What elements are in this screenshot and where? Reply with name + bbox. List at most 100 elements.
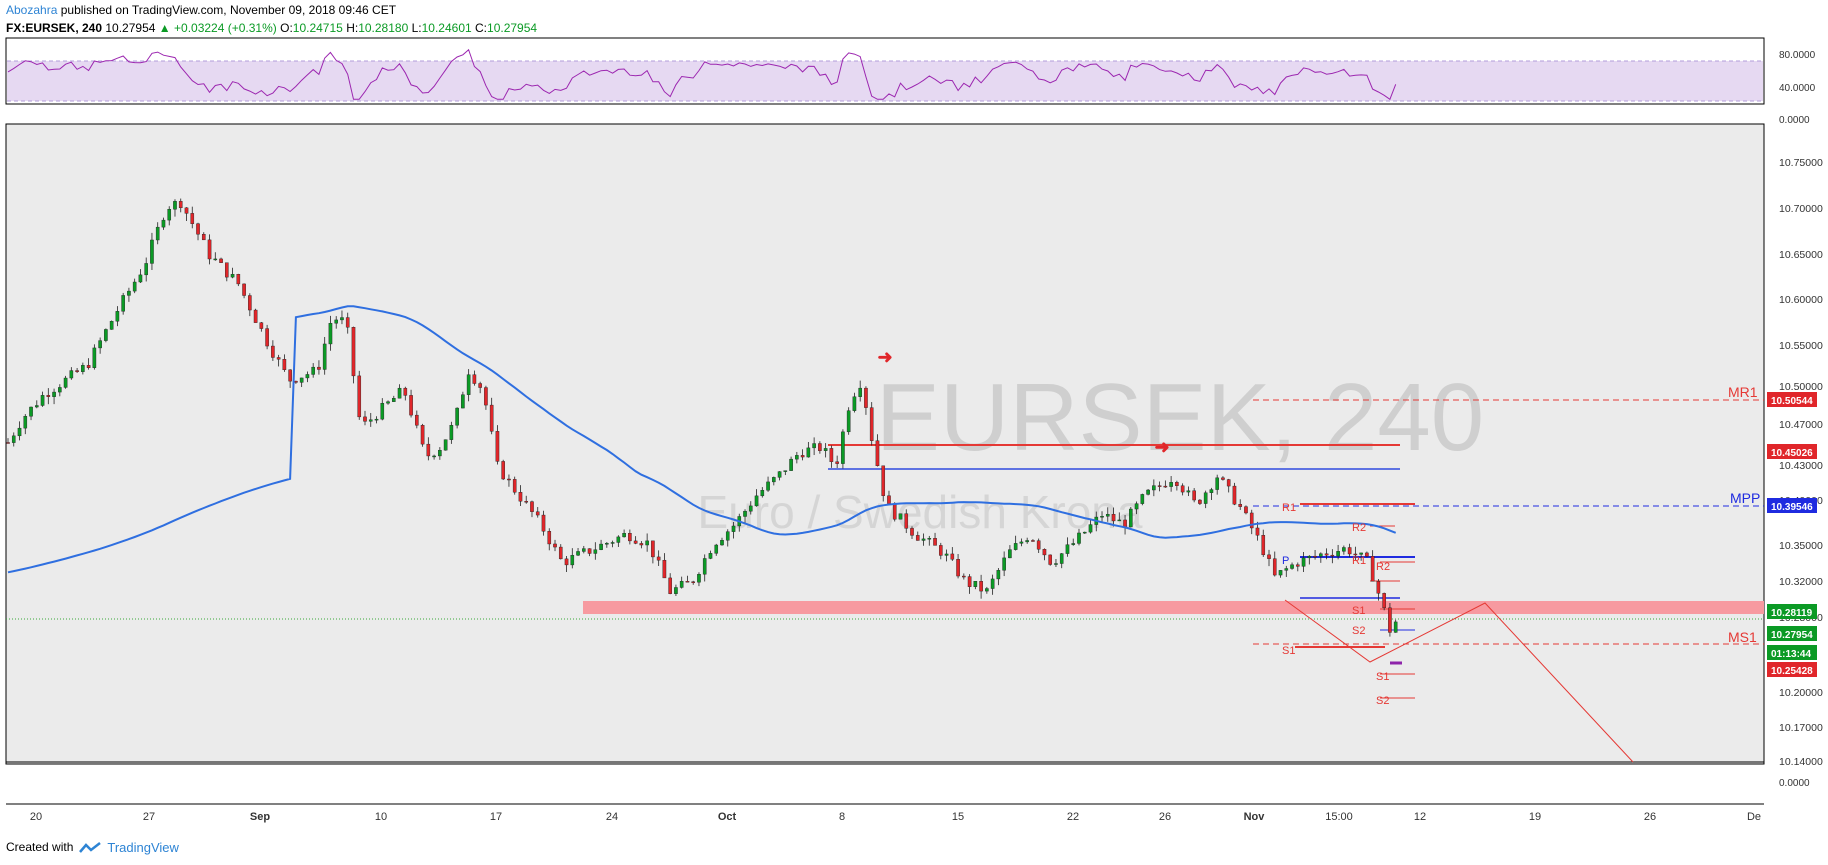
candle-body — [530, 501, 534, 512]
candle-body — [1342, 547, 1346, 552]
candle-body — [144, 263, 148, 276]
time-tick-label: 24 — [606, 811, 618, 823]
candle-body — [829, 448, 834, 462]
candle-body — [328, 323, 333, 345]
candle-body — [17, 427, 22, 437]
pivot-label: S1 — [1376, 671, 1389, 683]
candle-body — [1376, 581, 1381, 594]
candle-body — [938, 545, 943, 556]
candle-body — [1319, 553, 1323, 557]
time-tick-label: De — [1747, 811, 1761, 823]
candle-body — [489, 404, 494, 432]
candle-body — [875, 440, 880, 467]
candle-body — [305, 374, 310, 379]
candle-body — [535, 511, 540, 516]
candle-body — [651, 540, 655, 558]
candle-body — [282, 359, 287, 371]
candle-body — [432, 455, 436, 458]
tradingview-brand[interactable]: TradingView — [107, 840, 179, 855]
candle-body — [81, 365, 85, 372]
candle-body — [1100, 516, 1104, 518]
candle-body — [409, 395, 413, 416]
candle-body — [910, 528, 914, 536]
time-axis[interactable]: 20 27 Sep 10 17 24 Oct 8 15 22 26 Nov 15:00 12 19 26 De — [30, 811, 1761, 823]
price-tag-text: 10.25428 — [1771, 666, 1813, 677]
price-tag-text: 10.28119 — [1771, 608, 1813, 619]
last-price: 10.27954 — [105, 21, 156, 35]
candle-body — [1255, 527, 1260, 536]
price-tick-label: 10.14000 — [1779, 756, 1823, 768]
up-arrow-icon: ▲ — [158, 21, 171, 35]
candle-body — [1221, 477, 1225, 480]
price-tag: 10.39546 — [1767, 498, 1817, 513]
rsi-axis[interactable]: 80.0000 40.0000 0.0000 — [1779, 50, 1816, 126]
candle-body — [662, 559, 667, 579]
candle-body — [846, 410, 851, 433]
candle-body — [1111, 514, 1116, 522]
candle-body — [956, 559, 960, 577]
candle-body — [1353, 553, 1358, 556]
candle-body — [23, 416, 28, 429]
candle-body — [1059, 553, 1064, 564]
candle-body — [173, 201, 177, 210]
candle-body — [1077, 532, 1081, 544]
candle-body — [449, 425, 454, 440]
candle-body — [1347, 547, 1352, 555]
candle-body — [317, 366, 321, 370]
candle-body — [507, 478, 511, 481]
candle-body — [1082, 531, 1087, 534]
candle-body — [391, 398, 396, 402]
candle-body — [265, 328, 269, 347]
candle-body — [1146, 489, 1150, 495]
candle-body — [1365, 552, 1369, 557]
ma-polyline — [7, 305, 1397, 574]
sell-arrow-icon: ➜ — [1154, 437, 1169, 457]
candle-body — [725, 531, 730, 541]
candle-body — [720, 540, 724, 546]
candle-body — [127, 290, 131, 296]
level-labels: MR1 MPP MS1 R1 R2 P R1 R2 S1 S2 S1 S1 S2 — [1282, 384, 1760, 707]
time-tick-label: 27 — [143, 811, 155, 823]
candle-body — [380, 402, 385, 420]
candle-body — [668, 577, 672, 594]
candle-body — [679, 581, 684, 588]
time-tick-label: Sep — [250, 811, 270, 823]
candle-body — [1295, 564, 1300, 567]
open-label: O: — [280, 21, 293, 35]
watermark-description: Euro / Swedish Krona — [698, 486, 1143, 538]
candle-body — [541, 514, 546, 532]
candle-body — [466, 374, 471, 395]
publish-header: Abozahra published on TradingView.com, N… — [6, 3, 396, 18]
sell-arrow-icon: ➜ — [877, 347, 892, 367]
candle-body — [547, 531, 552, 545]
candle-body — [104, 329, 108, 341]
candle-body — [132, 281, 137, 292]
candle-body — [1065, 544, 1070, 554]
candle-body — [155, 226, 160, 241]
price-tag-text: 10.45026 — [1771, 448, 1813, 459]
candle-body — [1198, 499, 1202, 504]
candle-body — [605, 543, 609, 545]
time-tick-label: 12 — [1414, 811, 1426, 823]
candle-body — [201, 234, 206, 241]
time-tick-label: 26 — [1159, 811, 1171, 823]
candle-body — [748, 505, 753, 512]
author-link[interactable]: Abozahra — [6, 3, 58, 17]
candle-body — [1008, 549, 1012, 559]
candle-body — [29, 406, 33, 417]
symbol-name[interactable]: FX:EURSEK, 240 — [6, 21, 103, 35]
price-tick-label: 10.43000 — [1779, 460, 1823, 472]
candle-body — [553, 543, 557, 548]
candle-body — [1226, 479, 1231, 487]
symbol-info-bar: FX:EURSEK, 240 10.27954 ▲ +0.03224 (+0.3… — [6, 21, 537, 36]
candle-body — [1203, 492, 1208, 504]
candle-body — [426, 443, 431, 457]
moving-average — [7, 305, 1397, 574]
candle-body — [276, 357, 281, 360]
high-value: 10.28180 — [358, 21, 409, 35]
extra-axis[interactable]: 0.0000 — [1779, 778, 1810, 789]
candle-body — [1019, 541, 1024, 544]
candle-body — [564, 558, 569, 566]
candle-body — [495, 431, 500, 462]
